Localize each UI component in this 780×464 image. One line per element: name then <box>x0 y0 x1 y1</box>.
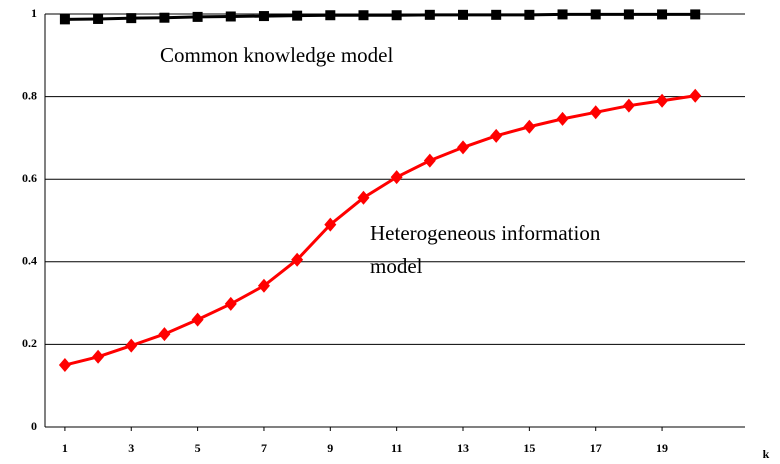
x-tick-label: 3 <box>128 441 134 455</box>
marker <box>656 93 669 108</box>
x-tick-label: 9 <box>327 441 333 455</box>
marker <box>191 312 204 327</box>
y-tick-label: 0.8 <box>22 88 37 102</box>
marker <box>589 105 602 120</box>
marker <box>92 349 105 364</box>
marker <box>458 9 469 20</box>
marker <box>424 9 435 20</box>
marker <box>690 9 701 20</box>
marker <box>324 217 337 232</box>
marker <box>159 12 170 23</box>
x-tick-label: 7 <box>261 441 267 455</box>
x-axis-label: k <box>763 447 770 461</box>
x-tick-label: 17 <box>590 441 602 455</box>
marker <box>556 111 569 126</box>
y-tick-label: 0.6 <box>22 171 37 185</box>
marker <box>358 10 369 21</box>
x-tick-label: 15 <box>523 441 535 455</box>
marker <box>158 327 171 342</box>
x-tick-label: 1 <box>62 441 68 455</box>
annotation: Heterogeneous information <box>370 221 601 245</box>
marker <box>523 119 536 134</box>
marker <box>225 11 236 22</box>
x-tick-label: 19 <box>656 441 668 455</box>
marker <box>491 9 502 20</box>
marker <box>192 11 203 22</box>
x-tick-label: 5 <box>195 441 201 455</box>
marker <box>623 9 634 20</box>
series-line <box>64 12 696 21</box>
marker <box>457 140 470 155</box>
marker <box>58 358 71 373</box>
y-tick-label: 1 <box>31 6 37 20</box>
marker <box>125 338 138 353</box>
marker <box>590 9 601 20</box>
annotation: model <box>370 254 423 278</box>
marker <box>689 88 702 103</box>
marker <box>93 13 104 24</box>
series-line <box>64 94 696 367</box>
marker <box>292 10 303 21</box>
marker <box>126 13 137 24</box>
marker <box>59 14 70 25</box>
marker <box>257 278 270 293</box>
marker <box>390 170 403 185</box>
y-tick-label: 0.4 <box>22 254 37 268</box>
marker <box>357 190 370 205</box>
marker <box>622 98 635 113</box>
y-tick-label: 0.2 <box>22 336 37 350</box>
marker <box>224 296 237 311</box>
marker <box>325 10 336 21</box>
marker <box>557 9 568 20</box>
marker <box>490 128 503 143</box>
marker <box>391 10 402 21</box>
x-tick-label: 11 <box>391 441 402 455</box>
x-tick-label: 13 <box>457 441 469 455</box>
marker <box>524 9 535 20</box>
marker <box>657 9 668 20</box>
marker <box>258 11 269 22</box>
annotation: Common knowledge model <box>160 43 393 67</box>
marker <box>423 153 436 168</box>
marker <box>291 252 304 267</box>
y-tick-label: 0 <box>31 419 37 433</box>
